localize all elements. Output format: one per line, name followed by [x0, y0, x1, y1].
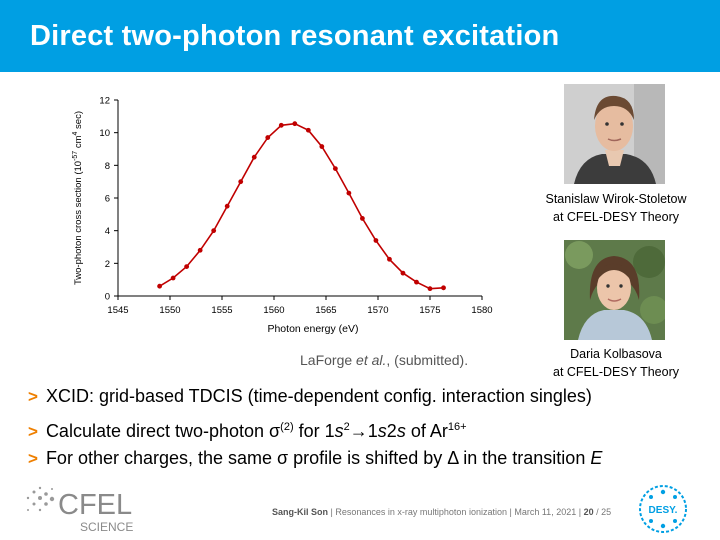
data-point [305, 127, 311, 133]
data-point [373, 238, 379, 243]
caption-stanislaw: Stanislaw Wirok-Stoletow at CFEL-DESY Th… [520, 190, 712, 226]
x-tick-label: 1570 [367, 305, 388, 316]
data-point [427, 286, 433, 292]
bullet-item: > XCID: grid-based TDCIS (time-dependent … [28, 385, 708, 416]
x-tick-label: 1550 [159, 305, 180, 316]
x-tick-label: 1555 [211, 305, 232, 316]
person-affiliation: at CFEL-DESY Theory [553, 365, 679, 379]
bullet-marker: > [28, 449, 38, 468]
bullet-text: For other charges, the same σ profile is… [45, 448, 603, 468]
cfel-logo-text: CFEL [58, 489, 132, 521]
data-point [184, 264, 190, 269]
data-point [265, 135, 271, 140]
page-total: / 25 [596, 507, 612, 517]
x-tick-label: 1560 [263, 305, 284, 316]
footer-author: Sang-Kil Son [272, 507, 328, 517]
data-point [278, 122, 284, 128]
data-point [157, 283, 162, 289]
y-tick-label: 2 [105, 259, 110, 270]
data-point [400, 270, 406, 276]
data-point [197, 247, 203, 253]
data-point [170, 275, 176, 281]
chart-axes [117, 100, 482, 297]
data-point [346, 190, 352, 196]
bullet-item: > For other charges, the same σ profile i… [28, 447, 708, 478]
citation-author: LaForge [300, 352, 357, 368]
slide-title: Direct two-photon resonant excitation [30, 20, 560, 52]
data-point [414, 279, 419, 285]
y-tick-label: 8 [105, 161, 110, 172]
x-axis-label: Photon energy (eV) [267, 323, 358, 335]
series-line [159, 122, 444, 290]
cfel-logo: CFEL SCIENCE [26, 486, 133, 534]
bullet-marker: > [28, 422, 38, 441]
data-point [360, 216, 365, 221]
data-point [387, 256, 392, 262]
citation-etal: et al. [356, 352, 387, 368]
x-ticks: 1545 1550 1555 1560 1565 1570 1575 1580 [107, 296, 493, 316]
footer: Sang-Kil Son | Resonances in x-ray multi… [272, 507, 612, 517]
title-bar: Direct two-photon resonant excitation [0, 0, 720, 72]
person-name: Daria Kolbasova [570, 347, 662, 361]
data-point [441, 285, 446, 291]
x-tick-label: 1545 [107, 305, 128, 316]
footer-date: March 11, 2021 [514, 507, 577, 517]
caption-daria: Daria Kolbasova at CFEL-DESY Theory [520, 345, 712, 381]
bullet-item: > Calculate direct two-photon σ(2) for 1s… [28, 416, 708, 447]
x-tick-label: 1575 [419, 305, 440, 316]
data-point [251, 154, 257, 160]
y-ticks: 0 2 4 6 8 10 12 [99, 96, 118, 303]
data-point [238, 179, 244, 185]
data-point [224, 203, 230, 209]
desy-logo: DESY. [639, 485, 687, 533]
y-tick-label: 10 [99, 128, 110, 139]
cfel-logo-sub: SCIENCE [80, 520, 133, 534]
data-point [292, 121, 298, 127]
x-tick-label: 1565 [315, 305, 336, 316]
page-number: 20 [583, 507, 594, 517]
citation: LaForge et al., (submitted). [300, 352, 468, 368]
y-tick-label: 6 [105, 194, 110, 205]
person-name: Stanislaw Wirok-Stoletow [545, 192, 687, 206]
data-point [211, 228, 217, 234]
footer-talk: Resonances in x-ray multiphoton ionizati… [335, 507, 507, 517]
series-points [157, 121, 446, 292]
data-point [319, 144, 325, 149]
photo-stanislaw [564, 84, 665, 184]
bullet-marker: > [28, 387, 38, 406]
person-affiliation: at CFEL-DESY Theory [553, 210, 679, 224]
bullet-list: > XCID: grid-based TDCIS (time-dependent … [28, 385, 708, 478]
photo-daria [564, 240, 665, 340]
y-tick-label: 12 [99, 96, 110, 107]
citation-rest: , (submitted). [386, 352, 469, 368]
data-point [332, 166, 338, 171]
y-axis-label: Two-photon cross section (10-57 cm4 sec) [72, 111, 84, 285]
bullet-text: XCID: grid-based TDCIS (time-dependent c… [45, 386, 592, 406]
y-tick-label: 4 [105, 226, 110, 237]
x-tick-label: 1580 [471, 305, 492, 316]
y-tick-label: 0 [105, 292, 110, 303]
bullet-text: Calculate direct two-photon σ(2) for 1s2… [45, 421, 467, 441]
desy-logo-text: DESY. [649, 505, 678, 516]
